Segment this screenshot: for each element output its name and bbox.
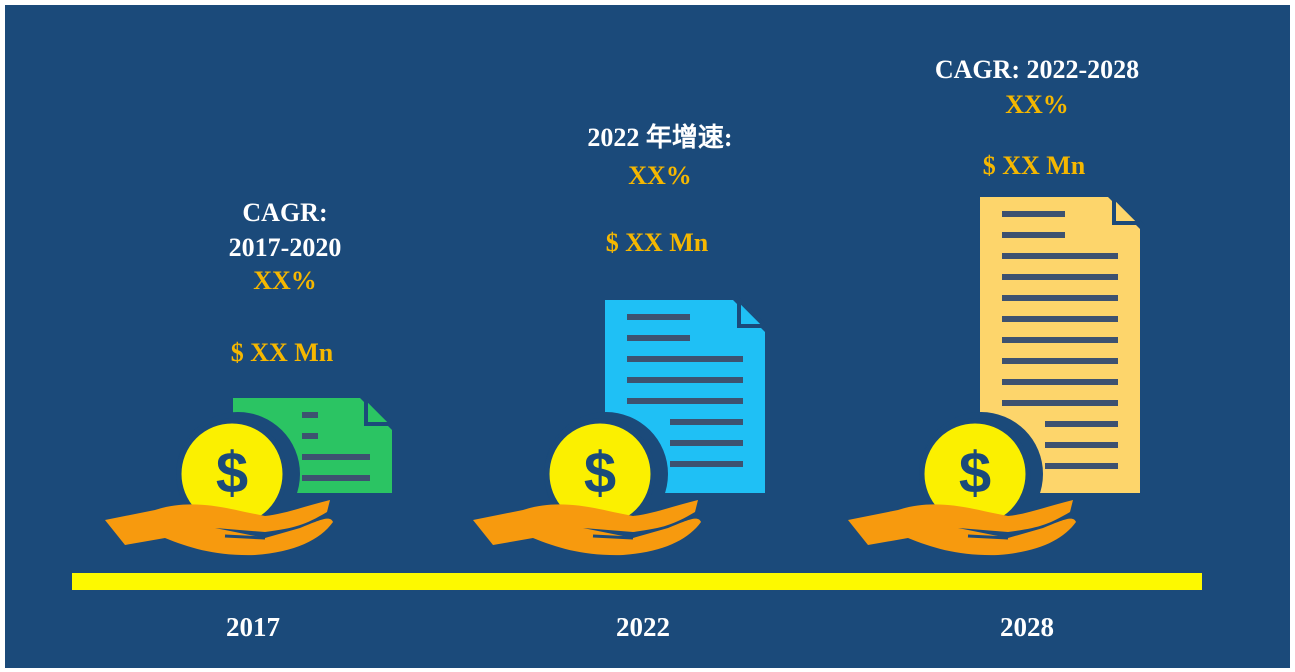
- document: [980, 197, 1140, 493]
- document-fold: [364, 393, 397, 426]
- hand: [848, 500, 1076, 556]
- market-value: $ XX Mn: [606, 228, 709, 257]
- growth-rate: XX%: [628, 161, 692, 190]
- labels: CAGR: 2017-2020 XX% $ XX Mn 2017 2022 年增速: XX%…: [226, 55, 1139, 642]
- year: 2017: [226, 612, 280, 642]
- hand-crease: [224, 534, 266, 540]
- heading: CAGR:: [242, 198, 327, 227]
- hand: [105, 500, 333, 556]
- hand-crease: [592, 534, 634, 540]
- heading: 2017-2020: [229, 233, 342, 262]
- hand-crease: [967, 534, 1009, 540]
- market-value: $ XX Mn: [231, 338, 334, 367]
- heading: 2022 年增速:: [587, 122, 732, 152]
- hand: [473, 500, 701, 556]
- document-fold: [737, 295, 770, 328]
- icons: $ $ $: [105, 192, 1145, 556]
- growth-rate: XX%: [253, 266, 317, 295]
- market-value: $ XX Mn: [983, 151, 1086, 180]
- dollar-sign: $: [216, 440, 248, 505]
- document-fold: [1112, 192, 1145, 225]
- year: 2022: [616, 612, 670, 642]
- dollar-sign: $: [584, 440, 616, 505]
- timeline-bar: [72, 573, 1202, 590]
- heading: CAGR: 2022-2028: [935, 55, 1139, 84]
- dollar-sign: $: [959, 440, 991, 505]
- growth-rate: XX%: [1005, 90, 1069, 119]
- year: 2028: [1000, 612, 1054, 642]
